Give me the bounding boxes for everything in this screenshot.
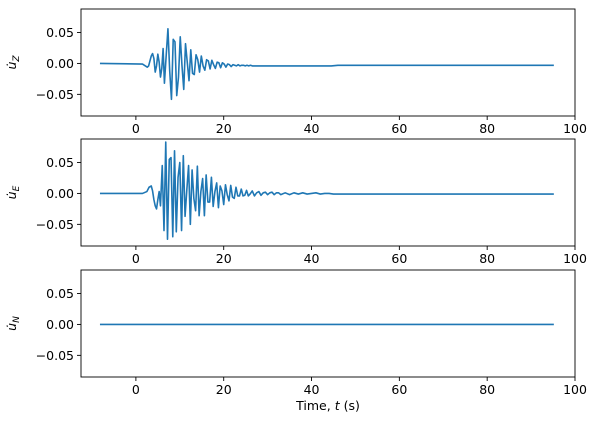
- panel-ve-x-tick-label: 20: [216, 251, 232, 266]
- panel-vn-y-tick-label: 0.05: [46, 286, 74, 301]
- panel-ve-x-tick-label: 80: [479, 251, 495, 266]
- panel-ve-x-tick-label: 100: [563, 251, 587, 266]
- panel-vz: 0 20 40 60 80 100 0.05 0.00 −0.05 u̇Z: [4, 8, 587, 136]
- panel-vz-y-tick-label: 0.05: [46, 25, 74, 40]
- panel-vz-y-tick-label: 0.00: [46, 56, 74, 71]
- panel-vz-x-tick-label: 60: [391, 121, 407, 136]
- panel-vn-x-tick-label: 20: [216, 382, 232, 397]
- panel-ve-series-line: [99, 141, 554, 240]
- panel-vn-ylabel: u̇N: [4, 316, 22, 331]
- panel-vz-x-tick-label: 0: [132, 121, 140, 136]
- panel-ve-y-tick-label: 0.00: [46, 186, 74, 201]
- x-axis-label: Time, t (s): [295, 398, 360, 413]
- panel-vz-x-tick-label: 40: [304, 121, 320, 136]
- panel-vz-x-tick-label: 80: [479, 121, 495, 136]
- panel-ve-y-tick-label: −0.05: [36, 217, 74, 232]
- panel-vz-x-tick-label: 20: [216, 121, 232, 136]
- panel-vz-axes-frame: [80, 8, 576, 117]
- panel-vn-y-tick-label: 0.00: [46, 317, 74, 332]
- panel-ve-y-tick-label: 0.05: [46, 155, 74, 170]
- panel-vn: 0 20 40 60 80 100 0.05 0.00 −0.05 u̇N Time, t (s): [4, 269, 587, 413]
- panel-vn-x-tick-label: 100: [563, 382, 587, 397]
- panel-ve-axes-frame: [80, 138, 576, 247]
- panel-vn-x-tick-label: 0: [132, 382, 140, 397]
- panel-ve-x-tick-label: 40: [304, 251, 320, 266]
- panel-ve-x-tick-label: 0: [132, 251, 140, 266]
- panel-ve: 0 20 40 60 80 100 0.05 0.00 −0.05 u̇E: [4, 138, 587, 266]
- panel-vz-ylabel: u̇Z: [4, 55, 22, 70]
- panel-vz-x-tick-label: 100: [563, 121, 587, 136]
- panel-vz-series-line: [99, 27, 554, 101]
- panel-vn-x-tick-label: 40: [304, 382, 320, 397]
- panel-ve-x-tick-label: 60: [391, 251, 407, 266]
- panel-vn-y-tick-label: −0.05: [36, 348, 74, 363]
- panel-vn-x-tick-label: 80: [479, 382, 495, 397]
- panel-vz-y-tick-label: −0.05: [36, 87, 74, 102]
- panel-ve-ylabel: u̇E: [4, 185, 22, 199]
- panel-vn-axes-frame: [80, 269, 576, 378]
- panel-vn-x-tick-label: 60: [391, 382, 407, 397]
